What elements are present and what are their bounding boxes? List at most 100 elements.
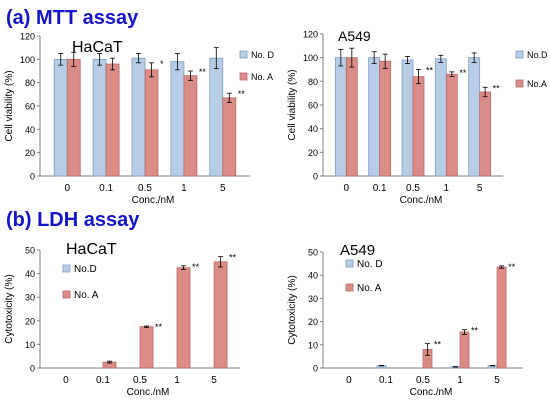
chart-title: HaCaT [66,241,117,258]
x-tick-label: 0.1 [96,375,110,386]
x-tick-label: 0.1 [379,375,393,386]
chart-title: A549 [340,242,375,259]
y-tick-label: 30 [308,294,318,304]
x-tick-label: 0.5 [406,183,420,194]
legend-label: No. A [74,290,99,301]
chart-mtt-hacat: HaCaT 0 20 40 60 80 100 120 Cell viability (%) 0 0… [4,32,275,207]
bar-no-a [139,326,154,369]
bar-no-a [379,60,392,177]
y-tick-label: 40 [308,271,318,281]
bar-no-a [66,58,81,177]
bar-no-a [176,267,191,369]
significance-marker: ** [426,66,434,76]
bar-no-a [105,63,120,177]
x-tick-label: 5 [211,375,217,386]
chart-mtt-a549: A549 0 20 40 60 80 100 120 Cell viability (%) 0 0.… [287,28,548,206]
legend-swatch [239,50,248,59]
x-tick-label: 1 [181,183,187,194]
bar-no-d [209,57,224,177]
bar-no-a [222,97,237,177]
x-axis-label: Conc./nM [400,195,443,206]
legend-label: No. D [357,259,383,270]
x-tick-label: 5 [494,375,500,386]
y-tick-label: 100 [303,53,318,63]
y-axis-label: Cytotoxicity (%) [4,274,15,343]
y-tick-label: 120 [20,32,35,42]
mtt-heading: (a) MTT assay [6,7,139,29]
bar-no-a [183,75,198,177]
bar-no-d [334,57,347,177]
y-tick-label: 60 [308,101,318,111]
y-tick-label: 0 [313,364,318,374]
x-tick-label: 5 [477,183,483,194]
y-tick-label: 50 [25,246,35,256]
y-tick-label: 20 [25,316,35,326]
bar-no-d [131,57,146,177]
x-tick-label: 0 [344,183,350,194]
x-tick-label: 0 [63,375,69,386]
bar-no-d [368,57,381,177]
y-tick-label: 80 [25,78,35,88]
y-tick-label: 40 [25,269,35,279]
significance-marker: ** [155,322,163,332]
legend-swatch [515,79,524,88]
legend-label: No. A [251,72,273,82]
significance-marker: ** [434,340,442,350]
bar-no-a [412,76,425,177]
legend-label: No. A [357,283,382,294]
y-tick-label: 100 [20,55,35,65]
y-tick-label: 20 [25,148,35,158]
bar-no-d [53,58,68,177]
legend-label: No.D [74,264,97,275]
y-tick-label: 20 [308,148,318,158]
legend-swatch [62,264,71,273]
bar-no-a [479,91,492,177]
bar-no-d [434,58,447,177]
x-tick-label: 0 [346,375,352,386]
x-tick-label: 0.1 [99,183,113,194]
legend-label: No. D [251,50,275,60]
chart-title: A549 [338,28,371,44]
bar-no-a [445,73,458,177]
y-tick-label: 60 [25,102,35,112]
x-tick-label: 0 [64,183,70,194]
x-tick-label: 0.5 [133,375,147,386]
legend-swatch [239,72,248,81]
y-tick-label: 20 [308,317,318,327]
x-axis-label: Conc./nM [127,387,170,398]
significance-marker: ** [493,83,501,93]
significance-marker: ** [192,262,200,272]
y-tick-label: 10 [25,340,35,350]
x-axis-label: Conc./nM [410,387,453,398]
bar-no-d [170,61,185,177]
bar-no-a [345,57,358,177]
bar-no-a [459,331,470,369]
significance-marker: ** [199,67,207,77]
x-tick-label: 0.5 [416,375,430,386]
x-tick-label: 1 [457,375,463,386]
legend-swatch [345,283,354,292]
x-tick-label: 0.1 [373,183,387,194]
y-axis-label: Cytotoxicity (%) [287,275,298,344]
y-tick-label: 30 [25,293,35,303]
y-tick-label: 0 [30,364,35,374]
significance-marker: ** [229,253,237,263]
significance-marker: ** [508,262,516,272]
chart-ldh-a549: A549 0 10 20 30 40 50 Cytotoxicity (%) 0 0.1 0.5 1 5… [287,242,523,398]
x-tick-label: 1 [174,375,180,386]
y-tick-label: 40 [308,124,318,134]
y-axis-label: Cell viability (%) [287,69,298,140]
chart-title: HaCaT [72,39,123,56]
bar-no-a [496,266,507,369]
y-tick-label: 50 [308,248,318,258]
y-tick-label: 40 [25,125,35,135]
legend-label: No.D [527,50,548,60]
significance-marker: ** [238,89,246,99]
x-tick-label: 1 [444,183,450,194]
bar-no-a [213,261,228,369]
x-tick-label: 0.5 [138,183,152,194]
bar-no-a [144,69,159,177]
legend-label: No.A [527,79,547,89]
